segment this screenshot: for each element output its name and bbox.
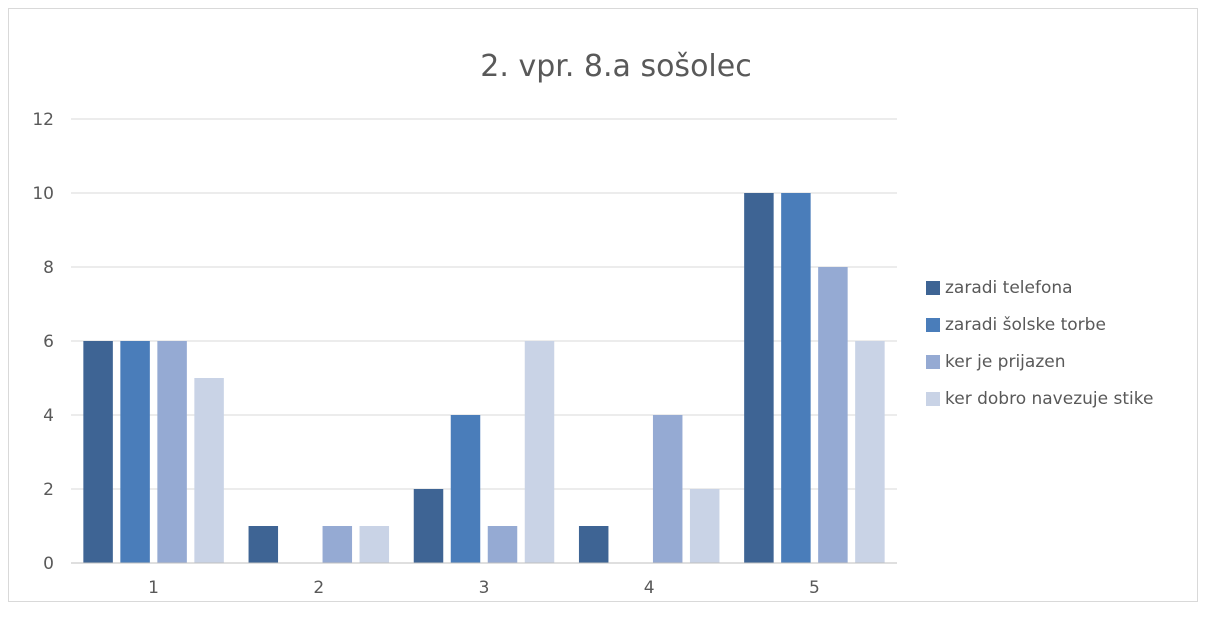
bar	[652, 415, 683, 563]
y-tick-label: 8	[43, 258, 54, 278]
bar	[524, 341, 555, 563]
bar	[157, 341, 187, 563]
x-tick-label: 4	[644, 578, 655, 598]
x-tick-label: 2	[313, 578, 324, 598]
bar	[83, 341, 113, 563]
y-tick-label: 4	[43, 406, 54, 426]
bar	[487, 526, 518, 563]
y-tick-label: 6	[43, 332, 54, 352]
bar	[744, 193, 774, 563]
x-tick-label: 3	[479, 578, 490, 598]
legend-label: zaradi telefona	[945, 278, 1073, 298]
chart-title: 2. vpr. 8.a sošolec	[480, 49, 751, 84]
bar	[413, 489, 444, 563]
bar	[578, 526, 609, 563]
bars	[83, 193, 885, 563]
legend-label: ker je prijazen	[945, 352, 1065, 372]
y-tick-label: 12	[32, 110, 54, 130]
legend: zaradi telefona zaradi šolske torbe ker je…	[926, 278, 1153, 409]
legend-swatch	[926, 281, 940, 295]
legend-label: ker dobro navezuje stike	[945, 389, 1153, 409]
y-tick-label: 0	[43, 554, 54, 574]
legend-swatch	[926, 392, 940, 406]
bar	[450, 415, 481, 563]
chart-frame: 2. vpr. 8.a sošolec 0 2 4 6 8 10 12 1 2 3 4 5 zarad…	[8, 8, 1198, 602]
y-tick-label: 10	[32, 184, 54, 204]
bar	[359, 526, 390, 563]
bar	[855, 341, 885, 563]
x-tick-label: 5	[809, 578, 820, 598]
bar	[194, 378, 224, 563]
bar	[248, 526, 279, 563]
y-tick-label: 2	[43, 480, 54, 500]
legend-swatch	[926, 355, 940, 369]
legend-swatch	[926, 318, 940, 332]
bar	[781, 193, 811, 563]
bar	[818, 267, 848, 563]
bar	[689, 489, 720, 563]
bar	[120, 341, 150, 563]
x-tick-label: 1	[148, 578, 159, 598]
legend-label: zaradi šolske torbe	[945, 315, 1106, 335]
bar	[322, 526, 353, 563]
